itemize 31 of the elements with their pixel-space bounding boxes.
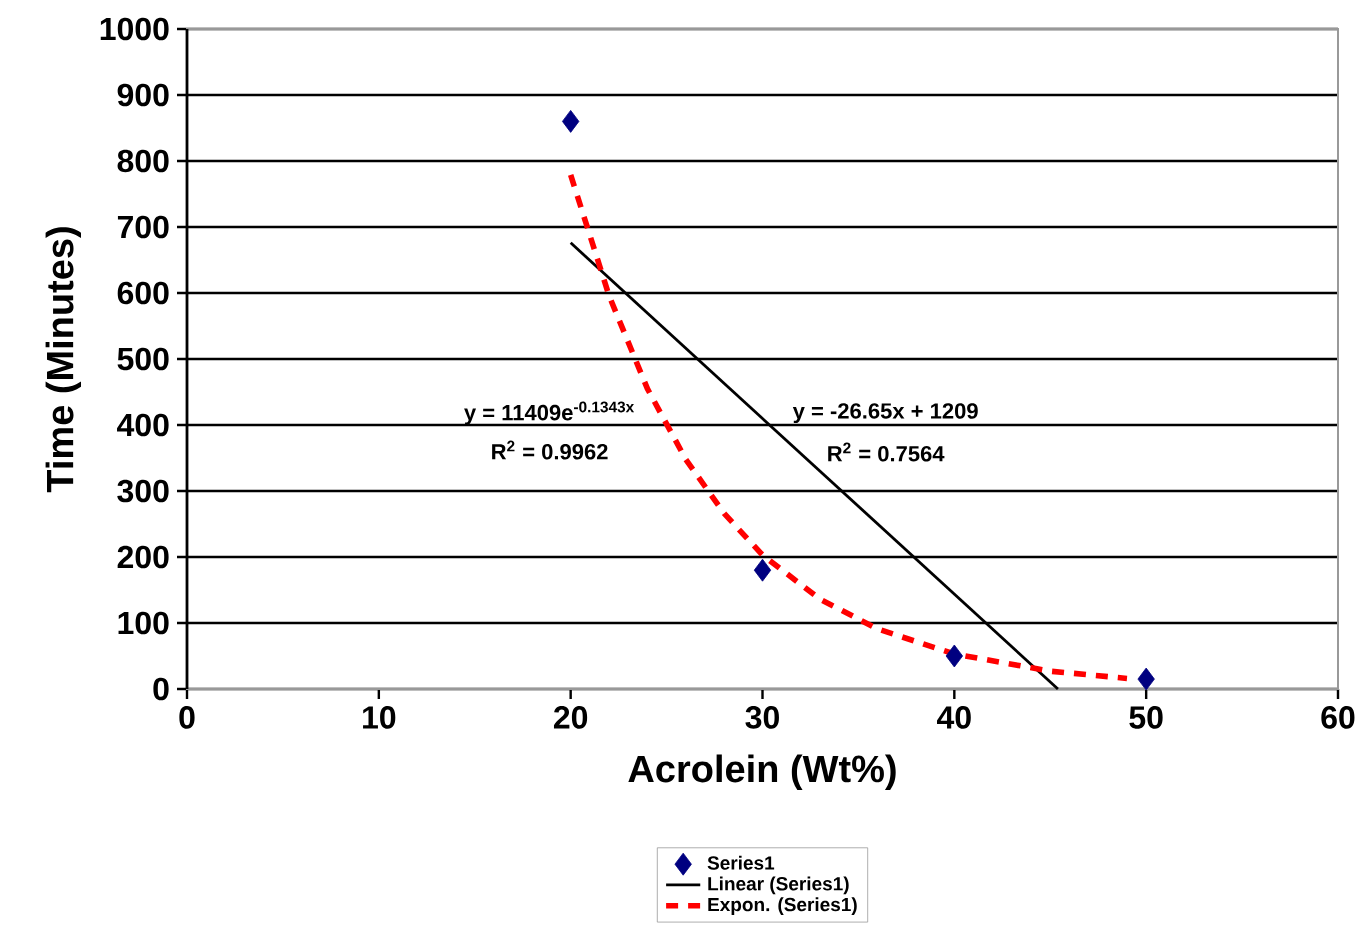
- y-tick-label: 1000: [100, 17, 169, 41]
- legend-label: Series1: [707, 855, 775, 870]
- x-tick-label: 20: [553, 706, 588, 729]
- x-tick-label: 10: [363, 706, 396, 729]
- annotation: R$^{2}$ = 0.7564: [828, 442, 945, 462]
- y-tick-label: 800: [117, 149, 169, 173]
- x-tick-label: 30: [745, 706, 779, 729]
- y-tick-label: 500: [117, 347, 169, 371]
- y-tick-label: 700: [117, 215, 169, 239]
- y-axis-title: Time (Minutes): [45, 227, 82, 493]
- y-tick-label: 0: [153, 677, 169, 701]
- annotation: R$^{2}$ = 0.9962: [492, 440, 608, 460]
- y-tick-label: 300: [117, 479, 169, 503]
- y-tick-label: 100: [118, 611, 169, 635]
- x-axis-title: Acrolein (Wt%): [628, 754, 896, 790]
- x-tick-label: 50: [1129, 706, 1163, 729]
- x-tick-label: 60: [1321, 706, 1355, 729]
- legend-label: Expon. (Series1): [708, 897, 857, 916]
- x-tick-label: 0: [179, 706, 195, 729]
- point: [1137, 667, 1155, 691]
- y-tick-label: 600: [117, 281, 169, 305]
- point: [945, 644, 963, 668]
- y-tick-label: 400: [117, 413, 169, 437]
- point: [753, 558, 772, 582]
- x-tick-label: 40: [937, 706, 971, 729]
- point: [562, 109, 580, 133]
- legend-label: Linear (Series1): [708, 876, 849, 895]
- y-tick-label: 200: [117, 545, 169, 569]
- annotation: y = 11409e$^{-0.1343x}$: [464, 401, 635, 425]
- y-tick-label: 900: [117, 83, 169, 107]
- annotation: y = -26.65x + 1209: [792, 403, 978, 424]
